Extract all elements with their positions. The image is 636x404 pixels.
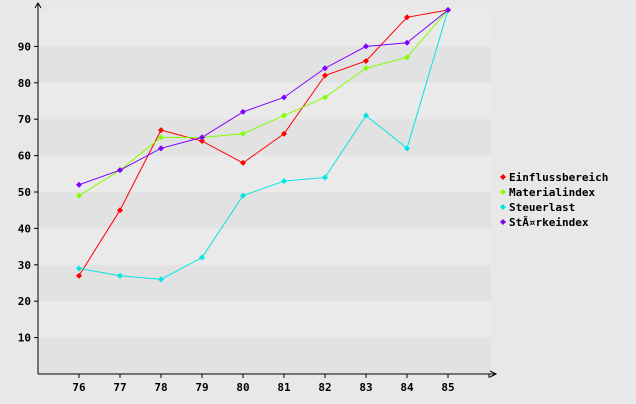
grid-bands bbox=[38, 10, 491, 374]
data-point bbox=[199, 138, 205, 145]
grid-band bbox=[38, 337, 491, 374]
data-point bbox=[158, 276, 164, 283]
legend-label: Steuerlast bbox=[509, 201, 575, 214]
data-point bbox=[199, 134, 205, 141]
x-tick-label: 81 bbox=[277, 381, 291, 394]
legend: Einflussbereich Materialindex Steuerlast St… bbox=[500, 171, 608, 229]
legend-label: Einflussbereich bbox=[509, 171, 608, 184]
data-point bbox=[117, 272, 123, 279]
data-point bbox=[363, 57, 369, 64]
data-point bbox=[240, 159, 246, 166]
data-point bbox=[281, 94, 287, 101]
series-line bbox=[78, 9, 449, 276]
series-line bbox=[78, 9, 449, 280]
y-tick-label: 30 bbox=[18, 259, 31, 272]
legend-marker bbox=[500, 204, 506, 210]
data-point bbox=[76, 265, 82, 272]
data-point bbox=[158, 145, 164, 152]
grid-band bbox=[38, 10, 491, 47]
legend-marker bbox=[500, 189, 506, 195]
y-tick-label: 80 bbox=[18, 77, 31, 90]
grid-band bbox=[38, 192, 491, 229]
series-lines bbox=[76, 7, 451, 283]
legend-marker bbox=[500, 219, 506, 225]
grid-band bbox=[38, 46, 491, 83]
series-line bbox=[78, 9, 449, 186]
x-tick-label: 80 bbox=[236, 381, 249, 394]
x-tick-label: 78 bbox=[154, 381, 167, 394]
data-point bbox=[281, 112, 287, 119]
data-point bbox=[76, 192, 82, 199]
grid-band bbox=[38, 119, 491, 156]
grid-band bbox=[38, 301, 491, 338]
data-point bbox=[322, 65, 328, 72]
data-point bbox=[363, 112, 369, 119]
data-point bbox=[158, 134, 164, 141]
y-tick-label: 50 bbox=[18, 186, 31, 199]
series-line bbox=[78, 9, 449, 197]
y-tick-label: 60 bbox=[18, 150, 31, 163]
axes bbox=[34, 2, 498, 378]
tick-labels: 10 20 30 40 50 60 70 80 90 76 77 78 79 80 81 82 83 84 85 bbox=[18, 40, 455, 394]
data-point bbox=[363, 43, 369, 50]
data-point bbox=[404, 39, 410, 46]
x-tick-label: 83 bbox=[359, 381, 372, 394]
data-point bbox=[117, 167, 123, 174]
y-tick-label: 40 bbox=[18, 222, 31, 235]
data-point bbox=[404, 145, 410, 152]
x-tick-label: 84 bbox=[400, 381, 414, 394]
data-point bbox=[117, 207, 123, 214]
data-point bbox=[363, 65, 369, 72]
data-point bbox=[76, 181, 82, 188]
data-point bbox=[240, 130, 246, 137]
data-point bbox=[322, 174, 328, 181]
x-tick-label: 85 bbox=[441, 381, 454, 394]
data-point bbox=[322, 72, 328, 79]
legend-label: Materialindex bbox=[509, 186, 595, 199]
data-point bbox=[404, 14, 410, 21]
x-tick-label: 79 bbox=[195, 381, 208, 394]
data-point bbox=[322, 94, 328, 101]
y-tick-label: 10 bbox=[18, 332, 31, 345]
data-point bbox=[281, 130, 287, 137]
grid-band bbox=[38, 228, 491, 265]
y-tick-label: 90 bbox=[18, 40, 31, 53]
grid-band bbox=[38, 264, 491, 302]
x-tick-label: 77 bbox=[113, 381, 126, 394]
legend-label: StÃ¤rkeindex bbox=[509, 216, 589, 229]
data-point bbox=[281, 178, 287, 185]
x-tick-label: 76 bbox=[72, 381, 86, 394]
x-axis-arrow bbox=[489, 370, 498, 378]
data-point bbox=[404, 54, 410, 61]
series-st-rkeindex bbox=[76, 7, 451, 188]
data-point bbox=[199, 254, 205, 261]
legend-marker bbox=[500, 174, 506, 180]
grid-band bbox=[38, 155, 491, 192]
data-point bbox=[240, 192, 246, 199]
data-point bbox=[76, 272, 82, 279]
y-tick-label: 20 bbox=[18, 295, 31, 308]
data-point bbox=[240, 108, 246, 115]
x-tick-label: 82 bbox=[318, 381, 331, 394]
y-tick-label: 70 bbox=[18, 113, 31, 126]
y-axis-arrow bbox=[34, 2, 42, 9]
data-point bbox=[445, 7, 451, 13]
grid-band bbox=[38, 82, 491, 120]
data-point bbox=[158, 127, 164, 134]
